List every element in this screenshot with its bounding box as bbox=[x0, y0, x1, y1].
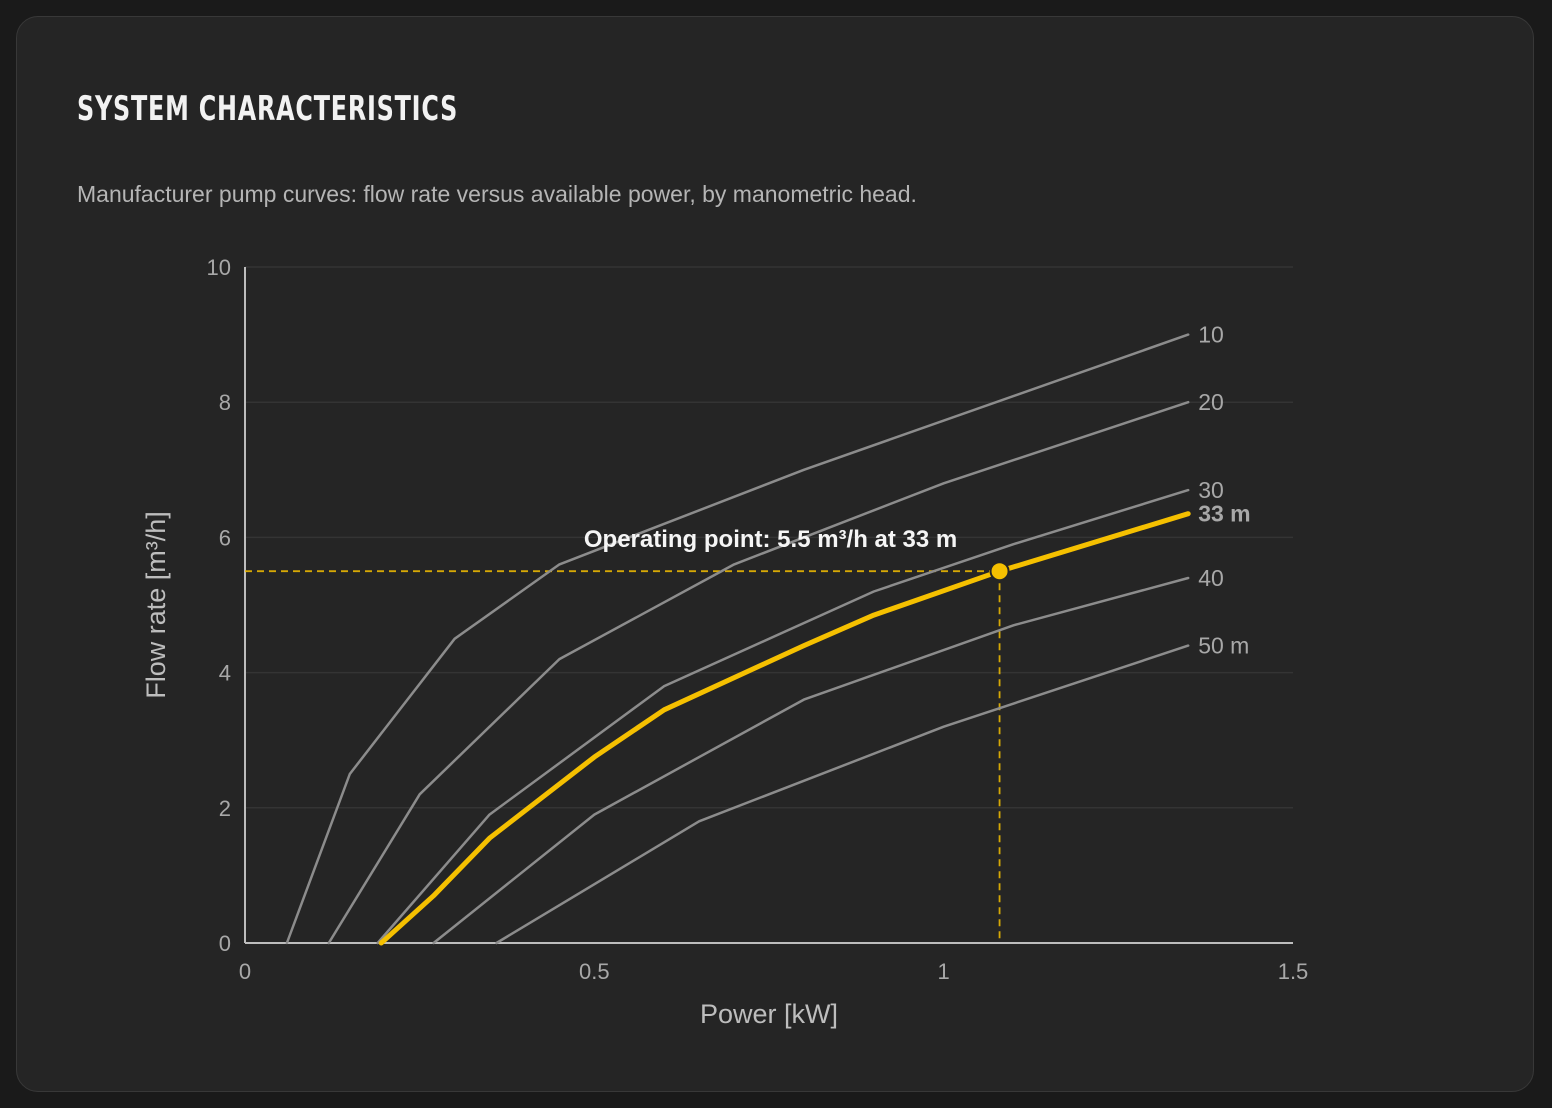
series-line-20 bbox=[327, 400, 1190, 945]
series-line-50m bbox=[495, 644, 1190, 945]
series-label-10: 10 bbox=[1198, 322, 1224, 348]
series-lines bbox=[285, 333, 1191, 946]
series-line-30 bbox=[376, 488, 1190, 945]
page-subtitle: Manufacturer pump curves: flow rate vers… bbox=[77, 181, 917, 207]
x-tick-label: 1 bbox=[938, 959, 950, 984]
axes: 0 2 4 6 8 10 0 0.5 1 1.5 bbox=[207, 255, 1309, 984]
y-axis-title: Flow rate [m³/h] bbox=[141, 511, 171, 699]
series-line-40 bbox=[432, 576, 1190, 945]
y-tick-label: 6 bbox=[219, 525, 231, 550]
x-tick-label: 0.5 bbox=[579, 959, 610, 984]
page-title: SYSTEM CHARACTERISTICS bbox=[77, 89, 459, 129]
y-tick-label: 4 bbox=[219, 661, 231, 686]
series-label-33m: 33 m bbox=[1198, 501, 1250, 527]
pump-curve-chart: 0 2 4 6 8 10 0 0.5 1 1.5 10 20 30 40 50 m 33 m Operati… bbox=[141, 255, 1309, 1029]
series-label-20: 20 bbox=[1198, 389, 1224, 415]
x-tick-label: 1.5 bbox=[1278, 959, 1309, 984]
series-line-10 bbox=[285, 333, 1190, 945]
y-tick-label: 0 bbox=[219, 931, 231, 956]
x-tick-label: 0 bbox=[239, 959, 251, 984]
y-tick-label: 10 bbox=[207, 255, 231, 280]
series-label-30: 30 bbox=[1198, 477, 1224, 503]
y-tick-label: 8 bbox=[219, 390, 231, 415]
operating-point-group: Operating point: 5.5 m³/h at 33 m bbox=[584, 526, 1010, 582]
y-tick-label: 2 bbox=[219, 796, 231, 821]
series-label-50m: 50 m bbox=[1198, 633, 1249, 659]
x-axis-title: Power [kW] bbox=[700, 999, 838, 1029]
operating-point-label: Operating point: 5.5 m³/h at 33 m bbox=[584, 526, 957, 553]
operating-point-marker bbox=[989, 561, 1010, 582]
operating-point-guides bbox=[245, 570, 1001, 943]
series-label-40: 40 bbox=[1198, 565, 1224, 591]
series-labels: 10 20 30 40 50 m 33 m bbox=[1198, 322, 1250, 659]
chart-card: SYSTEM CHARACTERISTICS Manufacturer pump… bbox=[16, 16, 1534, 1092]
series-line-33m bbox=[378, 511, 1191, 946]
